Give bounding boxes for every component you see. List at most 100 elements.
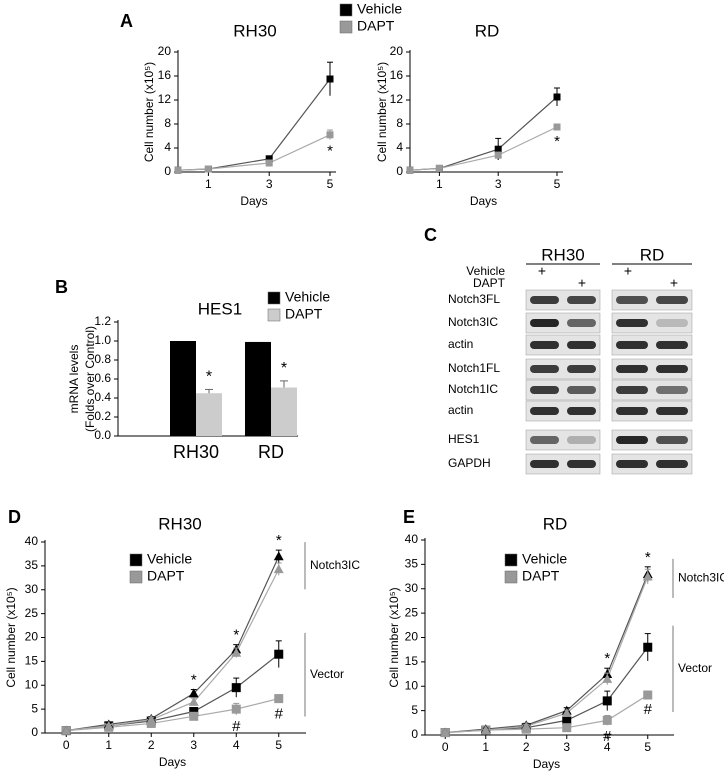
row-label: actin	[448, 337, 473, 351]
y-tick-label: 0	[31, 725, 38, 739]
y-tick-label: 0	[164, 164, 171, 178]
marker	[103, 720, 114, 730]
marker	[265, 159, 273, 167]
marker	[642, 571, 653, 581]
y-tick-label: 8	[164, 116, 171, 130]
annotation: #	[603, 728, 612, 745]
x-tick-label: 2	[523, 740, 530, 754]
blot-strip	[611, 334, 693, 356]
y-tick-label: 10	[405, 678, 419, 692]
band	[567, 296, 596, 304]
band	[567, 341, 596, 349]
band	[530, 319, 559, 327]
annotation: *	[281, 360, 287, 377]
marker	[188, 688, 199, 698]
series-line	[66, 556, 280, 732]
marker	[494, 151, 502, 159]
legend-label: DAPT	[285, 306, 323, 322]
x-tick-label: 5	[554, 177, 561, 191]
y-tick-label: 15	[25, 654, 39, 668]
band	[616, 436, 648, 444]
x-tick-label: 0	[442, 740, 449, 754]
band	[530, 407, 559, 415]
blot-strip	[525, 379, 601, 401]
band	[530, 386, 559, 394]
x-tick-label: 1	[205, 177, 212, 191]
panel-label: E	[403, 507, 415, 527]
chart-title: RD	[543, 514, 568, 533]
annotation: *	[645, 549, 651, 566]
x-tick-label: 3	[190, 738, 197, 752]
marker	[643, 642, 653, 652]
marker	[189, 711, 199, 721]
annotation: *	[206, 369, 212, 386]
legend-swatch	[339, 20, 353, 34]
band	[656, 460, 688, 468]
x-axis-label: Days	[533, 757, 560, 771]
y-tick-label: 4	[396, 140, 403, 154]
marker	[643, 690, 653, 700]
legend-swatch	[339, 3, 353, 17]
blot-strip	[525, 429, 601, 451]
y-tick-label: 30	[405, 581, 419, 595]
group-label: Notch3IC	[310, 558, 360, 572]
y-tick-label: 10	[25, 677, 39, 691]
y-tick-label: 20	[25, 630, 39, 644]
band	[530, 460, 559, 468]
marker	[61, 725, 72, 735]
blot-strip	[525, 453, 601, 475]
x-tick-label: 1	[436, 177, 443, 191]
marker	[189, 707, 199, 717]
marker	[602, 673, 613, 683]
series-line	[66, 698, 279, 732]
legend-swatch	[504, 570, 518, 584]
group-label: Notch3IC	[678, 571, 724, 585]
blot-strip	[611, 379, 693, 401]
blot-strip	[611, 358, 693, 380]
band	[567, 319, 596, 327]
band	[616, 460, 648, 468]
annotation: *	[604, 650, 610, 667]
y-tick-label: 35	[405, 557, 419, 571]
marker	[274, 694, 284, 704]
series-line	[409, 96, 558, 171]
x-axis-label: Days	[240, 194, 267, 208]
band	[567, 460, 596, 468]
y-tick-label: 20	[158, 44, 172, 58]
y-tick-label: 5	[31, 701, 38, 715]
marker	[188, 697, 199, 706]
panel-label: C	[424, 225, 437, 245]
band	[530, 296, 559, 304]
band	[656, 365, 688, 373]
series-line	[445, 576, 649, 734]
legend-label: Vehicle	[285, 289, 330, 305]
legend-label: Vehicle	[357, 1, 402, 17]
y-tick-label: 35	[25, 558, 39, 572]
marker	[602, 696, 612, 706]
y-tick-label: 0	[411, 727, 418, 741]
bar	[196, 393, 222, 436]
band	[616, 341, 648, 349]
y-tick-label: 0.8	[94, 352, 111, 366]
blot-strip	[611, 429, 693, 451]
treatment-label: DAPT	[473, 276, 506, 290]
row-label: Notch1IC	[448, 382, 498, 396]
y-tick-label: 15	[405, 654, 419, 668]
blot-strip	[525, 334, 601, 356]
y-tick-label: 0	[396, 164, 403, 178]
legend-label: Vehicle	[522, 551, 567, 567]
y-axis-label: (Folds over Control)	[83, 326, 97, 432]
chart-title: RD	[475, 21, 500, 40]
marker	[521, 721, 532, 731]
chart-title: HES1	[198, 299, 242, 318]
band	[656, 386, 688, 394]
y-axis-label: Cell number (x10⁵)	[142, 62, 156, 162]
legend-label: DAPT	[522, 568, 560, 584]
y-tick-label: 8	[396, 116, 403, 130]
treatment-mark: +	[578, 275, 586, 291]
band	[656, 296, 688, 304]
y-tick-label: 20	[405, 630, 419, 644]
band	[656, 319, 688, 327]
series-line	[66, 568, 280, 732]
group-label: Vector	[310, 667, 344, 681]
